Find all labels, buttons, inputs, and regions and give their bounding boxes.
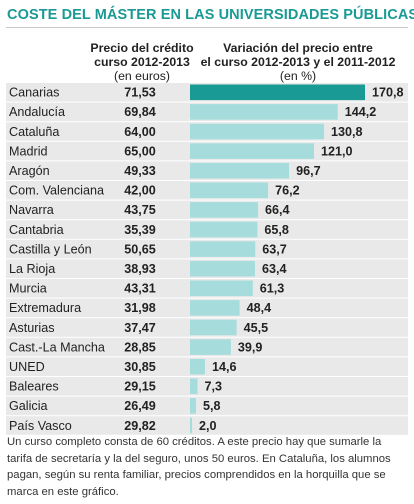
price-label: 35,39 bbox=[124, 223, 156, 237]
value-label: 65,8 bbox=[264, 223, 289, 237]
variation-column-header: Variación del precio entre el curso 2012… bbox=[196, 41, 400, 83]
bar bbox=[190, 162, 290, 179]
value-label: 144,2 bbox=[345, 105, 377, 119]
category-label: Castilla y León bbox=[9, 242, 92, 256]
price-label: 31,98 bbox=[124, 301, 156, 315]
bar bbox=[190, 398, 196, 414]
value-label: 45,5 bbox=[244, 321, 269, 335]
value-label: 130,8 bbox=[331, 125, 363, 139]
price-label: 42,00 bbox=[124, 184, 156, 198]
price-label: 38,93 bbox=[124, 262, 156, 276]
category-label: Madrid bbox=[9, 144, 48, 158]
value-label: 76,2 bbox=[275, 184, 300, 198]
value-label: 96,7 bbox=[296, 164, 321, 178]
value-label: 39,9 bbox=[238, 340, 263, 354]
price-label: 64,00 bbox=[124, 125, 156, 139]
value-label: 14,6 bbox=[212, 360, 237, 374]
price-label: 28,85 bbox=[124, 340, 156, 354]
category-label: La Rioja bbox=[9, 262, 55, 276]
category-label: Canarias bbox=[9, 86, 59, 100]
price-label: 43,31 bbox=[124, 282, 156, 296]
price-label: 50,65 bbox=[124, 242, 156, 256]
category-label: Murcia bbox=[9, 282, 47, 296]
category-label: Com. Valenciana bbox=[9, 184, 104, 198]
category-label: Asturias bbox=[9, 321, 55, 335]
price-label: 43,75 bbox=[124, 203, 156, 217]
value-label: 48,4 bbox=[247, 301, 272, 315]
value-label: 2,0 bbox=[199, 419, 217, 433]
category-label: Cataluña bbox=[9, 125, 59, 139]
category-label: Navarra bbox=[9, 203, 54, 217]
table-row bbox=[6, 416, 408, 435]
value-label: 63,4 bbox=[262, 262, 287, 276]
category-label: Galicia bbox=[9, 399, 48, 413]
bar bbox=[190, 339, 231, 355]
price-label: 49,33 bbox=[124, 164, 156, 178]
category-label: Extremadura bbox=[9, 301, 81, 315]
category-label: Aragón bbox=[9, 164, 50, 178]
bar bbox=[190, 280, 253, 297]
price-label: 65,00 bbox=[124, 144, 156, 158]
table-row bbox=[6, 377, 408, 396]
price-header-line2: curso 2012-2013 bbox=[94, 55, 190, 69]
category-label: Baleares bbox=[9, 380, 59, 394]
price-label: 30,85 bbox=[124, 360, 156, 374]
variation-header-line2: el curso 2012-2013 y el 2011-2012 bbox=[200, 55, 396, 69]
price-label: 26,49 bbox=[124, 399, 156, 413]
price-header-line1: Precio del crédito bbox=[90, 41, 194, 55]
bar bbox=[190, 143, 314, 159]
value-label: 5,8 bbox=[203, 399, 221, 413]
bar bbox=[190, 319, 237, 336]
variation-header-unit: (en %) bbox=[279, 69, 317, 83]
table-row bbox=[6, 357, 408, 376]
category-label: Andalucía bbox=[9, 105, 65, 119]
bar bbox=[190, 358, 205, 375]
bar bbox=[190, 260, 255, 277]
bar bbox=[190, 202, 259, 218]
price-label: 29,82 bbox=[124, 419, 156, 433]
value-label: 61,3 bbox=[260, 282, 285, 296]
category-label: UNED bbox=[9, 360, 45, 374]
value-label: 66,4 bbox=[265, 203, 290, 217]
price-column-header: Precio del crédito curso 2012-2013 (en e… bbox=[82, 41, 202, 83]
category-label: Cast.-La Mancha bbox=[9, 340, 105, 354]
bar bbox=[190, 241, 256, 257]
category-label: País Vasco bbox=[9, 419, 72, 433]
bar bbox=[190, 84, 365, 101]
title-divider bbox=[6, 27, 408, 28]
bar bbox=[190, 123, 325, 140]
table-row bbox=[6, 396, 408, 416]
variation-header-line1: Variación del precio entre bbox=[223, 41, 373, 55]
value-label: 170,8 bbox=[372, 86, 404, 100]
price-header-unit: (en euros) bbox=[113, 69, 171, 83]
value-label: 63,7 bbox=[262, 242, 287, 256]
category-label: Cantabria bbox=[9, 223, 64, 237]
bar bbox=[190, 300, 240, 316]
bar bbox=[190, 417, 193, 434]
price-label: 37,47 bbox=[124, 321, 156, 335]
bar bbox=[190, 378, 198, 395]
value-label: 7,3 bbox=[204, 380, 222, 394]
price-label: 69,84 bbox=[124, 105, 156, 119]
footnote: Un curso completo consta de 60 créditos.… bbox=[7, 436, 391, 498]
bar bbox=[190, 221, 258, 238]
price-label: 71,53 bbox=[124, 86, 156, 100]
bar bbox=[190, 182, 269, 199]
value-label: 121,0 bbox=[321, 144, 353, 158]
chart-title: COSTE DEL MÁSTER EN LAS UNIVERSIDADES PÚ… bbox=[7, 7, 414, 23]
price-label: 29,15 bbox=[124, 380, 156, 394]
bar bbox=[190, 104, 338, 120]
